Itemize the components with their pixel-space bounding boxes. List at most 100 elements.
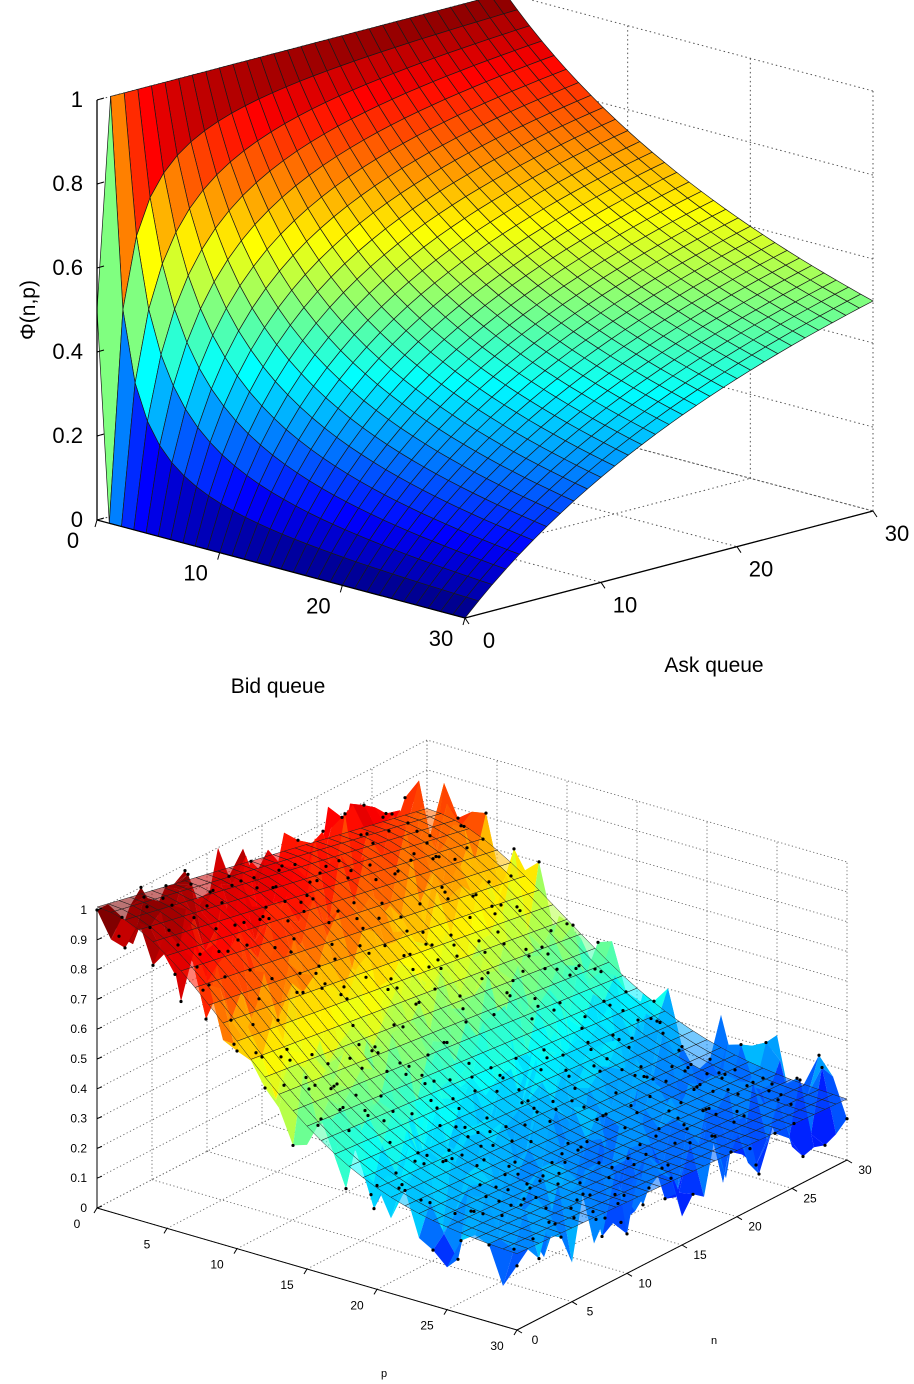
data-point: [537, 860, 541, 864]
data-point: [523, 1123, 527, 1127]
data-point: [489, 1066, 493, 1070]
data-point: [248, 968, 252, 972]
x-tick-mark: [339, 585, 343, 593]
data-point: [472, 1209, 476, 1214]
x-tick-mark: [93, 1207, 98, 1214]
data-point: [669, 1176, 673, 1180]
data-point: [688, 1141, 692, 1145]
data-point: [573, 1086, 577, 1090]
data-point: [576, 1148, 580, 1152]
data-point: [363, 1108, 367, 1113]
data-point: [420, 1073, 424, 1077]
data-point: [397, 1186, 401, 1190]
data-point: [236, 938, 240, 942]
data-point: [504, 1125, 508, 1129]
data-point: [548, 1119, 552, 1123]
data-point: [531, 1237, 535, 1241]
y-tick-mark: [516, 1329, 523, 1334]
data-point: [170, 903, 174, 907]
data-point: [347, 1128, 351, 1133]
data-point: [717, 1071, 721, 1075]
data-point: [394, 1171, 398, 1175]
data-point: [480, 977, 484, 981]
data-point: [371, 841, 375, 845]
data-point: [676, 1116, 680, 1120]
data-point: [305, 893, 309, 898]
data-point: [470, 1075, 474, 1079]
data-point: [541, 1174, 545, 1178]
data-point: [358, 944, 362, 948]
data-point: [340, 815, 344, 820]
grid-line: [96, 858, 848, 1030]
data-point: [366, 1113, 370, 1118]
data-point: [623, 1126, 627, 1130]
data-point: [207, 983, 211, 987]
data-point: [542, 1048, 546, 1052]
data-point: [509, 874, 513, 878]
data-point: [795, 1076, 799, 1080]
data-point: [429, 1098, 433, 1103]
data-point: [478, 1183, 482, 1187]
data-point: [667, 1109, 671, 1113]
data-point: [409, 858, 413, 862]
x-tick-label: 30: [490, 1339, 504, 1353]
data-point: [817, 1053, 821, 1057]
data-point: [415, 829, 419, 833]
data-point: [424, 942, 428, 946]
data-point: [491, 1143, 495, 1147]
chart-1-surface-mesh: [96, 0, 874, 619]
data-point: [496, 930, 500, 934]
data-point: [565, 922, 569, 926]
data-point: [447, 1148, 451, 1152]
z-tick-label: 0.7: [70, 992, 87, 1006]
data-point: [500, 1213, 504, 1218]
data-point: [582, 1105, 586, 1109]
data-point: [404, 1072, 408, 1077]
data-point: [524, 947, 528, 952]
data-point: [467, 1061, 471, 1065]
data-point: [564, 1068, 568, 1072]
data-patch: [766, 1035, 791, 1105]
z-tick-label: 0.8: [52, 171, 83, 196]
data-point: [255, 886, 259, 890]
y-tick-label: 5: [587, 1305, 594, 1319]
x-tick-mark: [163, 1228, 168, 1234]
y-tick-mark: [464, 617, 470, 625]
z-tick-mark: [96, 1116, 103, 1120]
y-tick-label: 10: [638, 1276, 652, 1290]
z-tick-label: 0: [80, 1201, 87, 1215]
y-tick-label: 15: [693, 1248, 707, 1262]
data-point: [520, 1101, 524, 1105]
data-point: [490, 904, 494, 908]
y-tick-mark: [872, 510, 878, 518]
data-point: [574, 966, 578, 971]
z-tick-mark: [96, 433, 105, 437]
data-patch: [251, 1057, 276, 1100]
data-point: [588, 1193, 592, 1197]
data-point: [186, 872, 190, 877]
data-point: [579, 1145, 583, 1149]
data-point: [720, 1076, 724, 1080]
data-point: [710, 1134, 714, 1138]
data-point: [343, 812, 347, 816]
data-point: [445, 1040, 449, 1045]
data-point: [648, 1094, 652, 1099]
data-point: [654, 1134, 658, 1138]
data-point: [432, 1079, 436, 1083]
data-point: [423, 1081, 427, 1086]
data-point: [161, 896, 165, 900]
x-tick-mark: [303, 1268, 308, 1275]
data-point: [372, 1207, 376, 1211]
x-tick-label: 25: [420, 1319, 434, 1333]
y-tick-mark: [571, 1301, 578, 1306]
data-point: [603, 1216, 607, 1220]
data-point: [142, 895, 146, 899]
data-point: [636, 1018, 640, 1022]
y-axis-line: [464, 510, 874, 619]
data-point: [233, 923, 237, 927]
data-point: [285, 1047, 289, 1051]
data-point: [258, 917, 262, 922]
data-point: [739, 1042, 743, 1047]
data-point: [536, 1004, 540, 1008]
data-point: [497, 1199, 501, 1203]
